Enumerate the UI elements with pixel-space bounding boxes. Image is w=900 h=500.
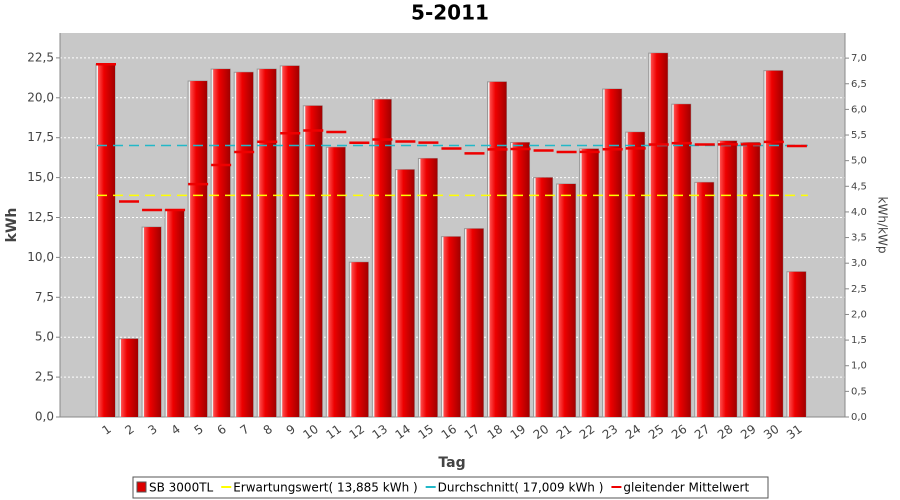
y-tick-label: 22,5 — [27, 50, 54, 64]
bar — [190, 81, 208, 417]
y2-axis-title: kWh/kWp — [876, 197, 890, 254]
legend-label: gleitender Mittelwert — [623, 481, 749, 495]
y2-tick-label: 3,0 — [851, 258, 867, 269]
y-tick-label: 15,0 — [27, 170, 54, 184]
bar — [581, 148, 599, 417]
x-tick-label: 17 — [462, 422, 483, 442]
bar — [742, 142, 760, 418]
bar — [98, 64, 115, 417]
x-tick-label: 29 — [738, 422, 759, 442]
legend-swatch — [136, 481, 147, 493]
y-tick-label: 5,0 — [35, 330, 54, 344]
y2-tick-label: 6,0 — [851, 104, 867, 115]
x-tick-label: 16 — [439, 422, 460, 442]
y-tick-label: 2,5 — [35, 370, 54, 384]
y2-tick-label: 1,5 — [851, 335, 867, 346]
bar — [489, 81, 507, 418]
x-tick-label: 26 — [669, 422, 690, 442]
y2-tick-label: 4,0 — [851, 207, 867, 218]
bar — [374, 99, 392, 417]
y2-tick-label: 1,0 — [851, 361, 867, 372]
bar — [696, 182, 714, 417]
bar — [351, 262, 369, 417]
legend — [132, 476, 769, 499]
bar — [765, 70, 783, 417]
x-tick-label: 1 — [99, 422, 113, 438]
y-tick-label: 7,5 — [35, 290, 54, 304]
bar — [535, 177, 553, 417]
x-tick-label: 31 — [784, 422, 805, 442]
y2-tick-label: 2,5 — [851, 284, 867, 295]
bar — [259, 69, 277, 417]
y-tick-label: 12,5 — [27, 210, 54, 224]
legend-label: Erwartungswert( 13,885 kWh ) — [233, 481, 417, 495]
x-tick-label: 19 — [508, 422, 529, 442]
bar — [282, 65, 300, 417]
bar — [328, 147, 346, 418]
y-tick-label: 10,0 — [27, 250, 54, 264]
x-tick-label: 4 — [169, 422, 183, 438]
y-axis-title: kWh — [4, 208, 20, 243]
bar — [213, 69, 231, 417]
x-tick-label: 20 — [531, 422, 552, 442]
bar — [466, 228, 484, 417]
legend-label: SB 3000TL — [149, 481, 214, 495]
x-axis-title: Tag — [438, 455, 465, 471]
x-tick-label: 9 — [284, 422, 298, 438]
x-tick-label: 18 — [485, 422, 506, 442]
x-tick-label: 11 — [323, 422, 344, 442]
bar — [121, 338, 139, 417]
bar — [305, 105, 323, 418]
x-tick-label: 12 — [347, 422, 368, 442]
y-tick-label: 0,0 — [35, 410, 54, 424]
bar — [558, 183, 576, 417]
bar — [144, 227, 162, 417]
y2-tick-label: 7,0 — [851, 53, 867, 64]
bar — [719, 140, 737, 418]
x-tick-label: 30 — [761, 422, 782, 442]
legend-label: Durchschnitt( 17,009 kWh ) — [438, 481, 604, 495]
bar — [512, 142, 530, 418]
y2-tick-label: 0,5 — [851, 386, 867, 397]
bar — [167, 209, 185, 417]
x-tick-label: 25 — [646, 422, 667, 442]
y-tick-label: 20,0 — [27, 90, 54, 104]
x-tick-label: 22 — [577, 422, 598, 442]
x-tick-label: 3 — [145, 422, 159, 438]
bar — [788, 271, 806, 417]
x-tick-label: 27 — [692, 422, 713, 442]
y2-tick-label: 4,5 — [851, 181, 867, 192]
bar — [673, 104, 691, 418]
x-tick-label: 6 — [215, 422, 229, 438]
chart-title: 5-2011 — [411, 1, 489, 25]
y2-tick-label: 2,0 — [851, 309, 867, 320]
bar — [397, 169, 415, 417]
bar — [443, 236, 461, 417]
y2-tick-label: 5,0 — [851, 156, 867, 167]
bar — [627, 132, 645, 417]
x-tick-label: 8 — [261, 422, 275, 438]
x-tick-label: 10 — [300, 422, 321, 442]
x-tick-label: 21 — [554, 422, 575, 442]
y2-tick-label: 6,5 — [851, 79, 867, 90]
y2-tick-label: 0,0 — [851, 412, 867, 423]
x-tick-label: 24 — [623, 422, 644, 442]
x-tick-label: 7 — [238, 422, 252, 438]
bar — [236, 72, 254, 418]
x-tick-label: 14 — [393, 422, 414, 442]
x-tick-label: 15 — [416, 422, 437, 442]
x-tick-label: 2 — [122, 422, 136, 438]
bar — [420, 158, 438, 417]
x-tick-label: 13 — [370, 422, 391, 442]
x-tick-label: 28 — [715, 422, 736, 442]
bar — [650, 53, 668, 417]
y-tick-label: 17,5 — [27, 130, 54, 144]
x-tick-label: 23 — [600, 422, 621, 442]
x-tick-label: 5 — [192, 422, 206, 438]
y2-tick-label: 3,5 — [851, 233, 867, 244]
y2-tick-label: 5,5 — [851, 130, 867, 141]
bar — [604, 89, 622, 417]
